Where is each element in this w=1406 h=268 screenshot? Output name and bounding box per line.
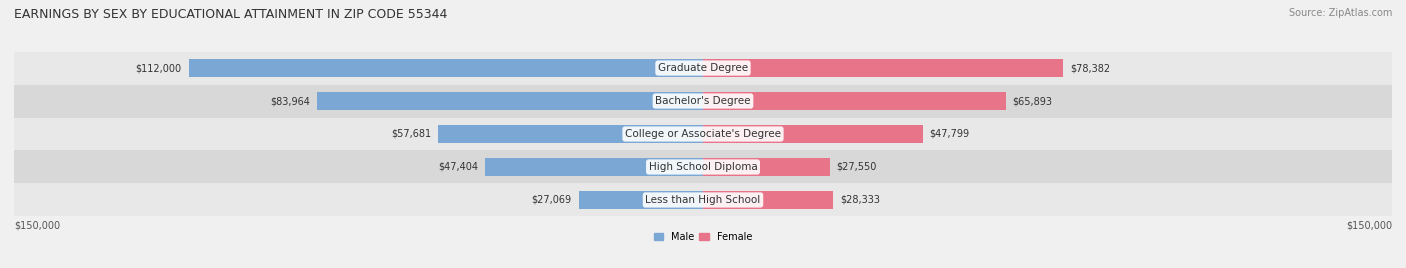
Text: Bachelor's Degree: Bachelor's Degree	[655, 96, 751, 106]
Bar	[188, 59, 703, 77]
Bar	[14, 184, 1392, 217]
Text: Less than High School: Less than High School	[645, 195, 761, 205]
Text: $47,404: $47,404	[439, 162, 478, 172]
Text: Graduate Degree: Graduate Degree	[658, 63, 748, 73]
Bar	[318, 92, 703, 110]
Text: $57,681: $57,681	[391, 129, 432, 139]
Text: College or Associate's Degree: College or Associate's Degree	[626, 129, 780, 139]
Bar	[439, 125, 703, 143]
Text: $65,893: $65,893	[1012, 96, 1053, 106]
Text: $78,382: $78,382	[1070, 63, 1109, 73]
Bar	[579, 191, 703, 209]
Legend: Male, Female: Male, Female	[650, 228, 756, 246]
Text: $83,964: $83,964	[270, 96, 311, 106]
Text: $27,069: $27,069	[531, 195, 572, 205]
Bar	[703, 92, 1005, 110]
Text: EARNINGS BY SEX BY EDUCATIONAL ATTAINMENT IN ZIP CODE 55344: EARNINGS BY SEX BY EDUCATIONAL ATTAINMEN…	[14, 8, 447, 21]
Text: $28,333: $28,333	[839, 195, 880, 205]
Text: $150,000: $150,000	[1346, 220, 1392, 230]
Bar	[703, 125, 922, 143]
Text: $47,799: $47,799	[929, 129, 970, 139]
Text: $112,000: $112,000	[135, 63, 181, 73]
Bar	[14, 117, 1392, 151]
Bar	[703, 191, 834, 209]
Bar	[14, 51, 1392, 84]
Bar	[703, 158, 830, 176]
Bar	[14, 84, 1392, 117]
Text: Source: ZipAtlas.com: Source: ZipAtlas.com	[1288, 8, 1392, 18]
Bar	[703, 59, 1063, 77]
Text: High School Diploma: High School Diploma	[648, 162, 758, 172]
Text: $150,000: $150,000	[14, 220, 60, 230]
Bar	[14, 151, 1392, 184]
Bar	[485, 158, 703, 176]
Text: $27,550: $27,550	[837, 162, 877, 172]
